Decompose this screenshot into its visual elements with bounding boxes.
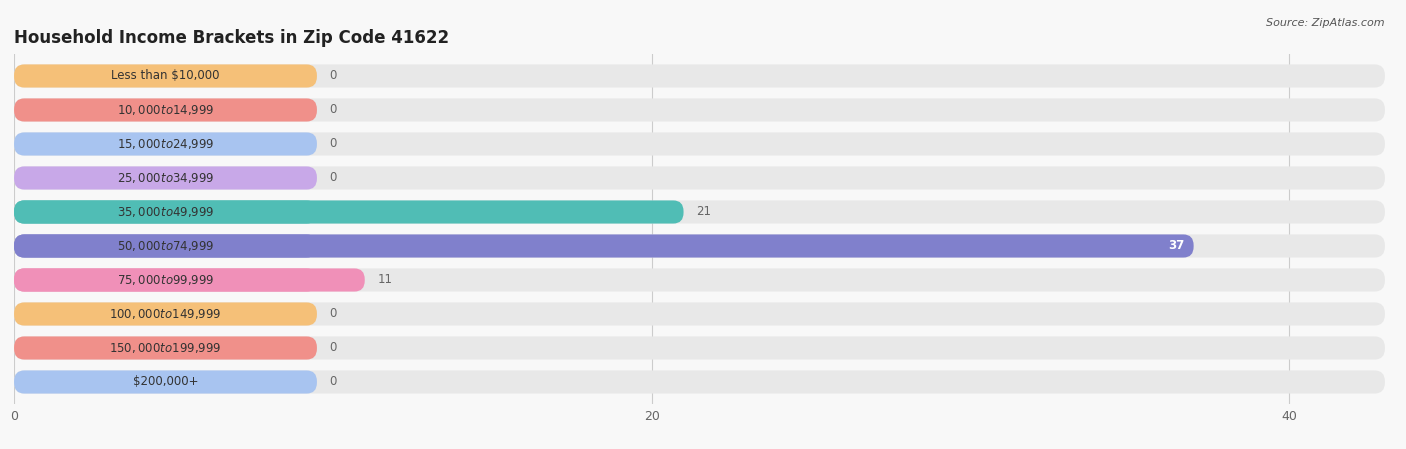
FancyBboxPatch shape <box>14 98 316 122</box>
FancyBboxPatch shape <box>14 200 316 224</box>
Text: 21: 21 <box>696 206 711 219</box>
Text: $10,000 to $14,999: $10,000 to $14,999 <box>117 103 214 117</box>
FancyBboxPatch shape <box>14 269 364 291</box>
Text: 0: 0 <box>329 137 337 150</box>
Text: $50,000 to $74,999: $50,000 to $74,999 <box>117 239 214 253</box>
Text: $35,000 to $49,999: $35,000 to $49,999 <box>117 205 214 219</box>
Text: $200,000+: $200,000+ <box>132 375 198 388</box>
Text: $100,000 to $149,999: $100,000 to $149,999 <box>110 307 222 321</box>
FancyBboxPatch shape <box>14 303 1385 326</box>
FancyBboxPatch shape <box>14 234 1385 258</box>
FancyBboxPatch shape <box>14 370 1385 394</box>
FancyBboxPatch shape <box>14 269 316 291</box>
Text: 0: 0 <box>329 103 337 116</box>
FancyBboxPatch shape <box>14 64 1385 88</box>
Text: $75,000 to $99,999: $75,000 to $99,999 <box>117 273 214 287</box>
Text: Household Income Brackets in Zip Code 41622: Household Income Brackets in Zip Code 41… <box>14 29 449 47</box>
FancyBboxPatch shape <box>14 370 316 394</box>
FancyBboxPatch shape <box>14 336 1385 360</box>
Text: $150,000 to $199,999: $150,000 to $199,999 <box>110 341 222 355</box>
FancyBboxPatch shape <box>14 234 1194 258</box>
FancyBboxPatch shape <box>14 234 316 258</box>
Text: Source: ZipAtlas.com: Source: ZipAtlas.com <box>1267 18 1385 28</box>
Text: 11: 11 <box>377 273 392 286</box>
Text: 0: 0 <box>329 342 337 355</box>
Text: 0: 0 <box>329 172 337 185</box>
Text: $25,000 to $34,999: $25,000 to $34,999 <box>117 171 214 185</box>
Text: 37: 37 <box>1168 239 1184 252</box>
FancyBboxPatch shape <box>14 132 1385 155</box>
FancyBboxPatch shape <box>14 64 316 88</box>
Text: Less than $10,000: Less than $10,000 <box>111 70 219 83</box>
Text: 0: 0 <box>329 308 337 321</box>
Text: 0: 0 <box>329 375 337 388</box>
FancyBboxPatch shape <box>14 98 1385 122</box>
FancyBboxPatch shape <box>14 303 316 326</box>
FancyBboxPatch shape <box>14 200 1385 224</box>
Text: $15,000 to $24,999: $15,000 to $24,999 <box>117 137 214 151</box>
FancyBboxPatch shape <box>14 167 316 189</box>
FancyBboxPatch shape <box>14 167 1385 189</box>
FancyBboxPatch shape <box>14 269 1385 291</box>
FancyBboxPatch shape <box>14 336 316 360</box>
FancyBboxPatch shape <box>14 200 683 224</box>
FancyBboxPatch shape <box>14 132 316 155</box>
Text: 0: 0 <box>329 70 337 83</box>
